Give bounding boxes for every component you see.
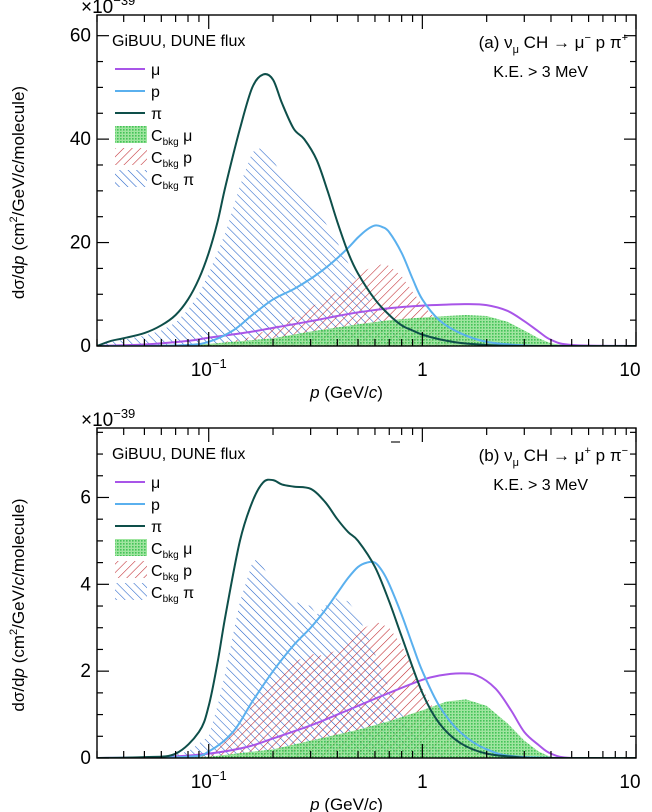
y-tick-label: 40 [70,129,91,150]
legend-label: p [151,84,160,101]
series-fill-cbkgpi [97,146,636,346]
legend-swatch-fill [115,148,147,165]
legend-entry: p [115,497,160,514]
legend-entry: Cbkg π [115,583,194,605]
y-axis-title: dσ/dp (cm2/GeV/c/molecule) [8,498,28,711]
plot-area [97,478,636,758]
legend-entry: Cbkg μ [115,126,192,148]
y-tick-label: 2 [80,661,91,682]
plot-frame [96,14,637,347]
legend-entry: π [115,106,162,123]
series-fill-cbkgpp [97,621,636,758]
series-line-mu [97,672,636,758]
series-line-pi [97,478,636,758]
legend-label: p [151,497,160,514]
legend-entry: Cbkg π [115,170,194,192]
legend-label: Cbkg p [151,563,192,583]
legend-swatch-fill [115,539,147,556]
series-fill-cbkgpp [97,264,636,346]
legend-swatch-fill [115,561,147,578]
chart-panel-b: 0 2 4 6 10−1 1 10 p (GeV/c) dσ/dp (cm2/GeV/c/mol… [8,406,641,812]
legend-entry: p [115,84,160,101]
exponent-label: ×10−39 [81,406,135,431]
series-fill-cbkgmu [97,699,636,758]
series-line-p [97,224,636,346]
x-tick-label: 10 [619,360,640,381]
exponent-label: ×10−39 [81,0,135,18]
legend-swatch-fill [115,583,147,600]
legend-swatch-fill [115,170,147,187]
x-tick-label: 1 [417,772,428,793]
x-tick-label: 10−1 [191,356,227,381]
legend-label: Cbkg μ [151,128,192,148]
reaction-label: (a) νμ CH → μ− p π+ [479,32,628,56]
plot-frame [96,427,637,759]
series-fill-cbkgmu [97,314,636,346]
generator-label: GiBUU, DUNE flux [112,33,245,50]
plot-area [97,73,636,346]
legend-entry: μ [115,62,160,79]
legend-label: μ [151,475,160,492]
x-tick-label: 10−1 [191,768,227,793]
y-tick-label: 0 [80,748,91,769]
cut-label: K.E. > 3 MeV [493,64,588,81]
legend-swatch-fill [115,126,147,143]
y-tick-label: 6 [80,487,91,508]
y-tick-label: 60 [70,26,91,47]
x-axis-title: p (GeV/c) [309,383,383,402]
legend-entry: π [115,519,162,536]
y-tick-label: 4 [80,574,91,595]
legend-label: Cbkg μ [151,541,192,561]
legend-label: Cbkg π [151,585,194,605]
generator-label: GiBUU, DUNE flux [112,446,245,463]
x-axis-title: p (GeV/c) [309,795,383,812]
x-tick-label: 1 [417,360,428,381]
series-line-p [97,560,636,758]
y-axis-title: dσ/dp (cm2/GeV/c/molecule) [8,86,28,299]
legend-label: Cbkg p [151,150,192,170]
legend-entry: μ [115,475,160,492]
legend-label: π [151,519,162,536]
legend-entry: Cbkg p [115,561,192,583]
cut-label: K.E. > 3 MeV [493,477,588,494]
reaction-label: (b) νμ CH → μ+ p π− [479,445,628,469]
series-line-mu [97,303,636,346]
y-tick-label: 0 [80,336,91,357]
legend-entry: Cbkg p [115,148,192,170]
chart-panel-a: 0 20 40 60 10−1 1 10 p (GeV/c) dσ/dp (cm2/GeV/c/… [8,0,641,402]
x-tick-label: 10 [619,772,640,793]
legend-label: μ [151,62,160,79]
legend-entry: Cbkg μ [115,539,192,561]
legend-label: Cbkg π [151,172,194,192]
y-tick-label: 20 [70,233,91,254]
legend-label: π [151,106,162,123]
